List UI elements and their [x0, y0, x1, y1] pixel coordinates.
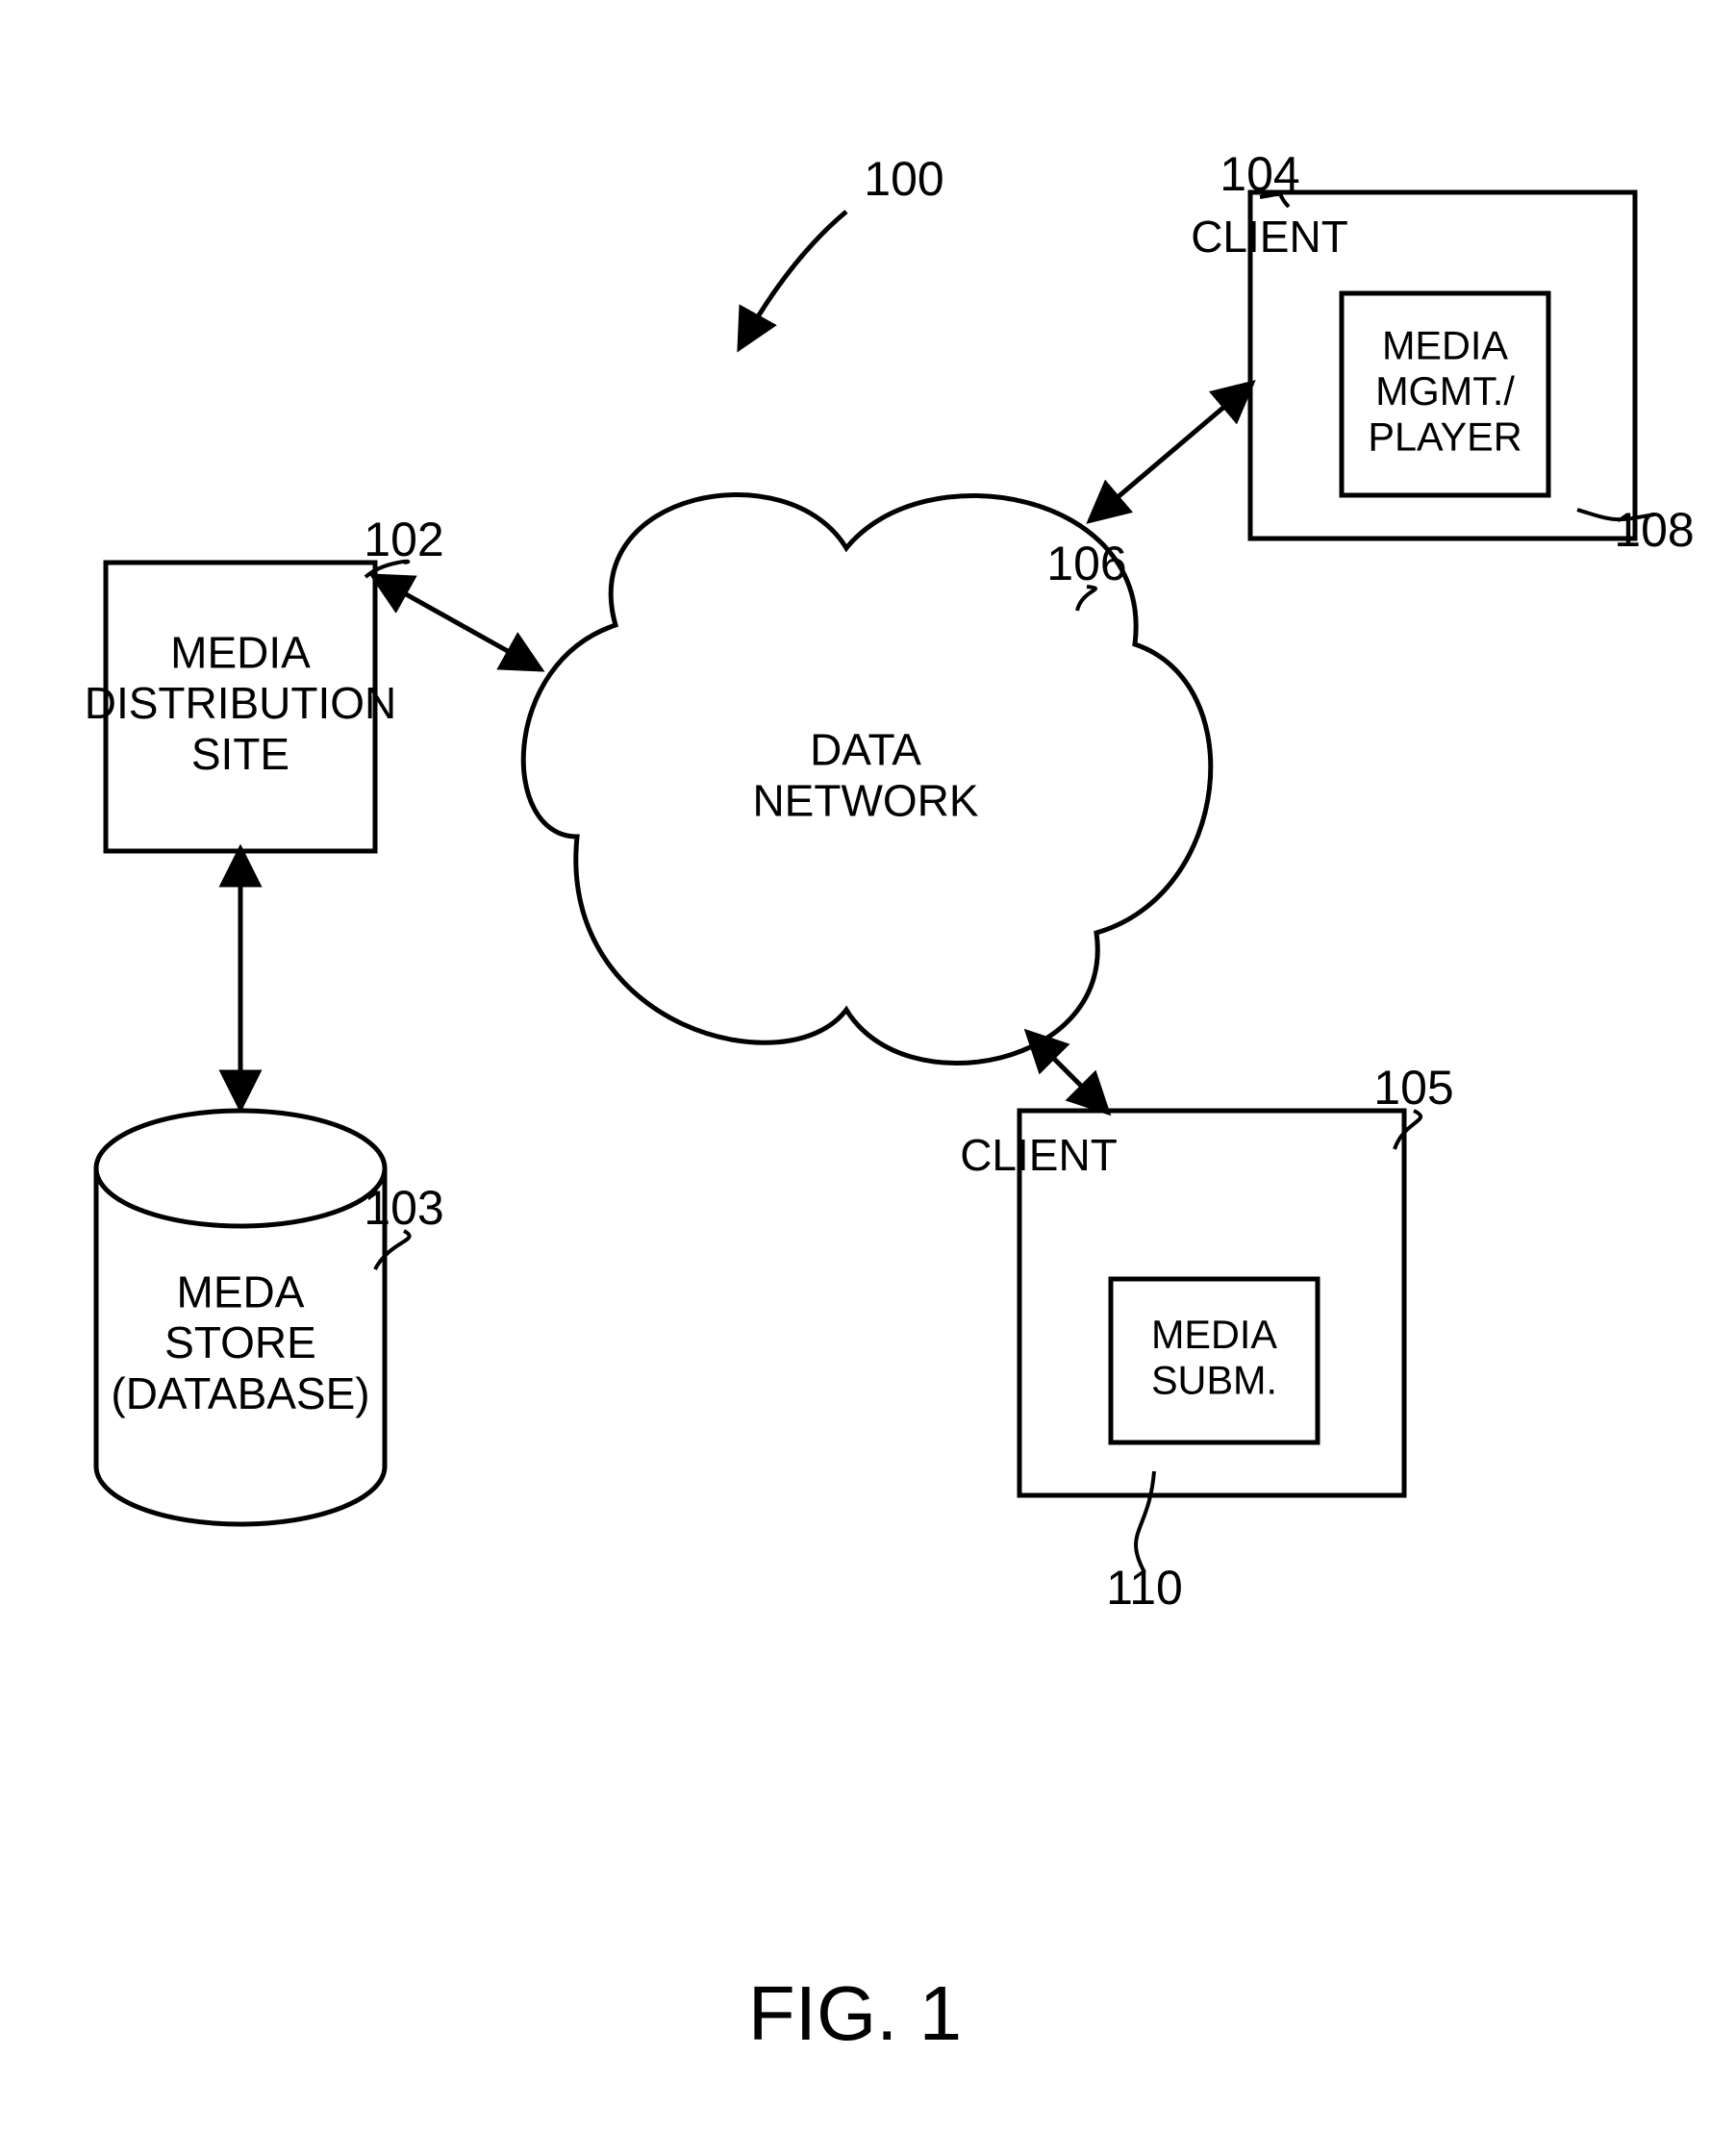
ref-106-ref: 106 — [1046, 537, 1126, 590]
ref-103-ref: 103 — [364, 1181, 443, 1235]
ref-105-leader — [1395, 1111, 1421, 1149]
client-2-title: CLIENT — [960, 1130, 1118, 1180]
data-network-label: NETWORK — [752, 776, 978, 826]
ref-100: 100 — [864, 152, 943, 206]
connector-1 — [375, 577, 539, 668]
media-distribution-site-label: SITE — [191, 729, 289, 779]
ref-103-leader — [375, 1231, 410, 1269]
ref-108-ref: 108 — [1614, 503, 1694, 557]
ref-110-leader — [1136, 1471, 1154, 1572]
media-mgmt-player-label: PLAYER — [1368, 415, 1521, 460]
client-1-title: CLIENT — [1191, 212, 1348, 262]
ref-102-ref: 102 — [364, 513, 443, 566]
media-store-label: (DATABASE) — [111, 1368, 369, 1418]
ref-104-ref: 104 — [1220, 147, 1299, 201]
media-mgmt-player-label: MGMT./ — [1375, 369, 1515, 414]
media-subm-label: MEDIA — [1151, 1313, 1277, 1357]
ref-100-arrow — [741, 212, 846, 346]
media-mgmt-player-label: MEDIA — [1382, 323, 1508, 367]
media-distribution-site-label: DISTRIBUTION — [85, 678, 397, 728]
media-subm-label: SUBM. — [1151, 1359, 1277, 1403]
media-store-cylinder-top — [96, 1111, 385, 1226]
media-store-label: MEDA — [177, 1266, 305, 1316]
connector-3 — [1029, 1034, 1106, 1111]
media-store-label: STORE — [164, 1317, 316, 1367]
media-distribution-site-label: MEDIA — [170, 627, 311, 677]
figure-label: FIG. 1 — [748, 1970, 962, 2056]
data-network-label: DATA — [810, 725, 921, 775]
connector-2 — [1092, 385, 1250, 519]
ref-105-ref: 105 — [1373, 1061, 1453, 1115]
diagram-layer: DATANETWORKMEDIADISTRIBUTIONSITEMEDASTOR… — [85, 147, 1695, 2056]
